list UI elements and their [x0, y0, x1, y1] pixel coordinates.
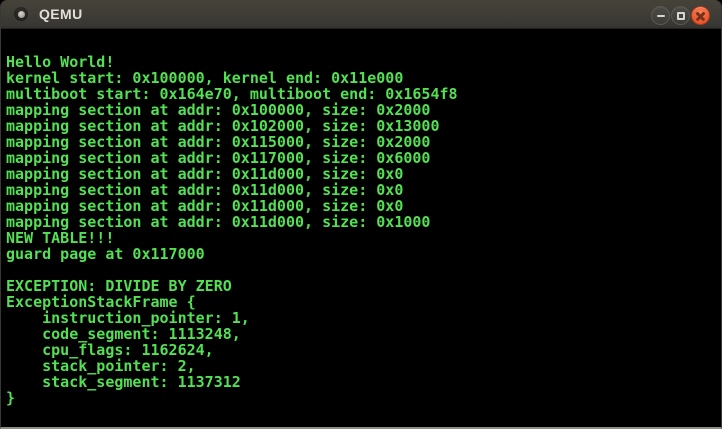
- vga-display[interactable]: Hello World! kernel start: 0x100000, ker…: [1, 30, 721, 427]
- window-titlebar[interactable]: QEMU: [1, 0, 721, 29]
- close-icon: [695, 10, 706, 21]
- minimize-icon: [656, 14, 665, 17]
- qemu-window-icon: [14, 7, 28, 21]
- window-controls: [651, 6, 710, 25]
- maximize-button[interactable]: [671, 6, 690, 25]
- console-output: Hello World! kernel start: 0x100000, ker…: [6, 53, 458, 407]
- minimize-button[interactable]: [651, 6, 670, 25]
- maximize-icon: [676, 11, 685, 20]
- window-icon-dot: [17, 10, 25, 18]
- window-title: QEMU: [39, 6, 83, 22]
- close-button[interactable]: [691, 6, 710, 25]
